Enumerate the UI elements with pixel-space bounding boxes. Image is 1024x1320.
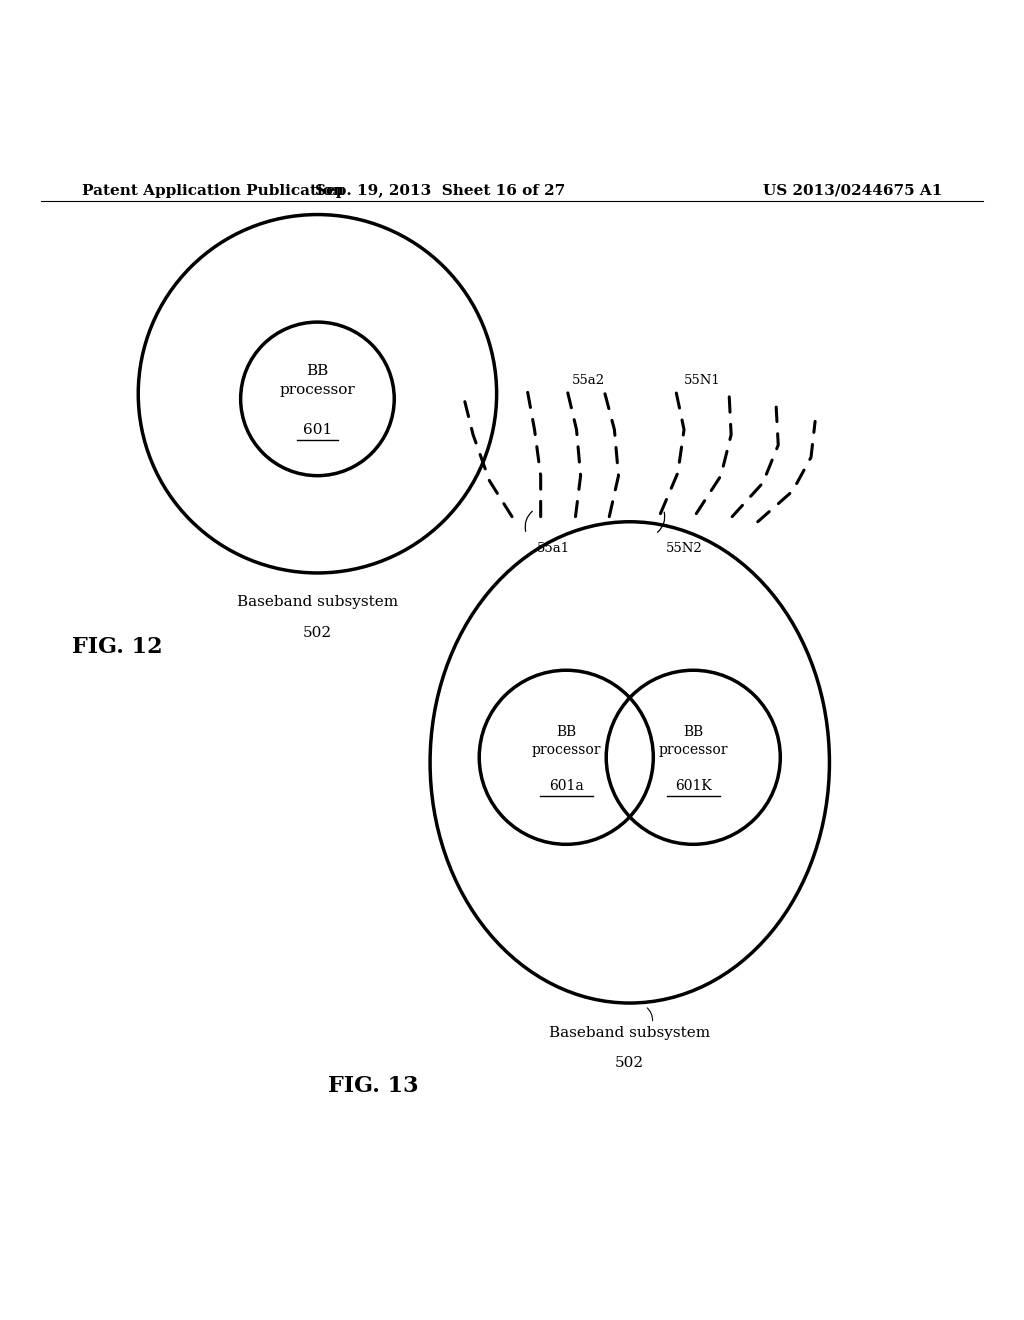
Text: BB
processor: BB processor — [531, 725, 601, 758]
Text: US 2013/0244675 A1: US 2013/0244675 A1 — [763, 183, 942, 198]
Text: 601K: 601K — [675, 779, 712, 793]
Text: BB
processor: BB processor — [280, 364, 355, 396]
Text: FIG. 12: FIG. 12 — [72, 636, 163, 659]
Text: 601: 601 — [303, 422, 332, 437]
Text: 55a1: 55a1 — [537, 543, 569, 556]
Text: 55N2: 55N2 — [666, 543, 702, 556]
Text: 55N1: 55N1 — [684, 374, 721, 387]
Text: Baseband subsystem: Baseband subsystem — [549, 1026, 711, 1040]
Text: FIG. 13: FIG. 13 — [328, 1074, 418, 1097]
Text: 502: 502 — [303, 626, 332, 640]
Text: Patent Application Publication: Patent Application Publication — [82, 183, 344, 198]
Text: Sep. 19, 2013  Sheet 16 of 27: Sep. 19, 2013 Sheet 16 of 27 — [315, 183, 565, 198]
Text: BB
processor: BB processor — [658, 725, 728, 758]
Text: 502: 502 — [615, 1056, 644, 1071]
Text: 55a2: 55a2 — [571, 374, 604, 387]
Text: Baseband subsystem: Baseband subsystem — [237, 595, 398, 610]
Text: 601a: 601a — [549, 779, 584, 793]
